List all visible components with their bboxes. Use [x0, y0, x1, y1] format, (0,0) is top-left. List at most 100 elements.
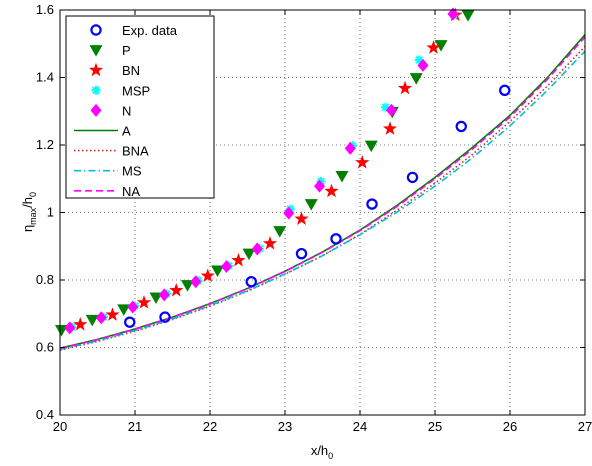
- y-tick-label: 0.8: [36, 272, 54, 287]
- data-point-n: [417, 58, 429, 72]
- data-point-p: [461, 10, 475, 22]
- data-point-exp-data: [295, 247, 308, 260]
- data-point-p: [211, 265, 224, 278]
- data-point-bn: [426, 40, 441, 54]
- x-tick-label: 24: [353, 419, 367, 434]
- plot-area: [55, 7, 586, 351]
- data-point-bn: [231, 252, 246, 267]
- x-tick-label: 27: [578, 419, 592, 434]
- series-ms: [59, 50, 586, 351]
- legend-entry-p: P: [89, 43, 131, 58]
- data-point-n: [64, 321, 76, 335]
- legend-entry-bna: BNA: [74, 144, 149, 159]
- y-tick-label: 1: [47, 205, 54, 220]
- y-tick-label: 1.6: [36, 2, 54, 17]
- data-point-n: [344, 141, 356, 155]
- legend-marker-n: [90, 103, 102, 117]
- data-point-n: [283, 206, 295, 220]
- data-point-bn: [200, 268, 215, 283]
- legend-label-exp-data: Exp. data: [122, 23, 178, 38]
- asterisk-core: [383, 105, 388, 110]
- asterisk-core: [417, 57, 422, 62]
- data-point-bn: [397, 80, 413, 95]
- legend-entry-na: NA: [74, 184, 140, 199]
- data-point-n: [95, 311, 107, 325]
- data-point-n: [158, 288, 170, 302]
- data-point-exp-data: [499, 84, 511, 97]
- data-point-p: [304, 199, 318, 211]
- legend-label-bna: BNA: [122, 144, 149, 159]
- data-point-p: [181, 280, 194, 292]
- data-point-n: [190, 275, 202, 289]
- y-tick-label: 1.2: [36, 137, 54, 152]
- y-tick-label: 0.4: [36, 407, 54, 422]
- legend-label-a: A: [122, 124, 131, 139]
- legend-label-msp: MSP: [122, 83, 150, 98]
- data-point-p: [117, 304, 131, 316]
- series-n: [64, 7, 459, 335]
- data-point-bn: [324, 183, 339, 198]
- legend-label-n: N: [122, 103, 131, 118]
- series-line-ms: [59, 50, 586, 351]
- data-point-n: [221, 260, 232, 273]
- legend-label-bn: BN: [122, 63, 140, 78]
- x-axis-label: x/h0: [311, 443, 333, 461]
- legend-label-p: P: [122, 43, 131, 58]
- legend-marker-p: [89, 45, 103, 57]
- data-point-p: [85, 314, 99, 327]
- data-point-bn: [355, 155, 370, 169]
- legend-marker-bn: [88, 62, 104, 77]
- legend-entry-exp-data: Exp. data: [90, 23, 178, 38]
- x-tick-label: 23: [278, 419, 292, 434]
- y-tick-label: 1.4: [36, 70, 54, 85]
- data-point-exp-data: [366, 198, 378, 210]
- legend-items: Exp. data P BN MSP NA BNA MS NA: [74, 23, 178, 199]
- legend-entry-ms: MS: [74, 164, 142, 179]
- data-point-bn: [382, 121, 398, 135]
- data-point-p: [364, 140, 378, 153]
- data-point-bn: [136, 295, 152, 309]
- data-point-n: [251, 242, 263, 256]
- data-point-p: [335, 171, 349, 183]
- ticks: 20 21 22 23 24 25 26 27 0.4 0.6 0.8 1 1.2 1.4 1.6: [36, 2, 592, 434]
- data-point-exp-data: [245, 275, 257, 288]
- data-point-p: [273, 226, 287, 238]
- legend-entry-msp: MSP: [91, 83, 150, 98]
- x-tick-label: 21: [128, 419, 142, 434]
- data-point-n: [314, 179, 325, 193]
- legend-marker-msp: [91, 85, 101, 95]
- data-point-p: [242, 248, 256, 261]
- data-point-p: [434, 40, 448, 52]
- data-point-bn: [73, 317, 88, 331]
- x-tick-label: 22: [203, 419, 217, 434]
- series-na: [59, 36, 586, 350]
- data-point-n: [127, 300, 139, 314]
- legend-entry-a: A: [74, 124, 131, 139]
- y-tick-label: 0.6: [36, 340, 54, 355]
- legend-entry-bn: BN: [88, 62, 140, 78]
- asterisk-core: [94, 88, 98, 93]
- data-point-n: [386, 103, 397, 117]
- legend-label-na: NA: [122, 184, 140, 199]
- y-axis-label: ηmax/h0: [20, 192, 38, 232]
- legend-marker-exp-data: [90, 24, 102, 36]
- legend-entry-n: N: [90, 103, 131, 118]
- data-point-n: [447, 7, 459, 21]
- x-tick-label: 20: [53, 419, 67, 434]
- data-point-exp-data: [455, 120, 467, 133]
- x-tick-label: 26: [503, 419, 517, 434]
- data-point-p: [409, 73, 423, 85]
- data-point-bn: [169, 282, 184, 297]
- series-line-na: [59, 36, 586, 350]
- data-point-exp-data: [330, 233, 342, 245]
- data-point-exp-data: [406, 171, 419, 184]
- legend-label-ms: MS: [122, 164, 142, 179]
- data-point-bn: [294, 211, 309, 225]
- data-point-exp-data: [124, 316, 136, 328]
- data-point-bn: [262, 236, 278, 250]
- x-tick-label: 25: [428, 419, 442, 434]
- data-point-bn: [105, 307, 120, 321]
- legend: Exp. data P BN MSP NA BNA MS NA: [65, 15, 215, 199]
- series-exp-data: [124, 84, 511, 328]
